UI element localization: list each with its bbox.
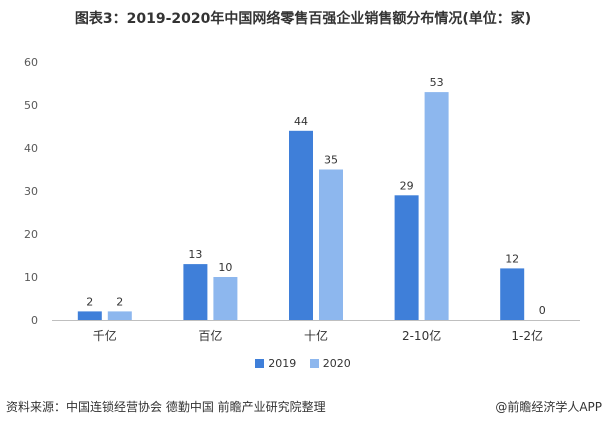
chart-title: 图表3：2019-2020年中国网络零售百强企业销售额分布情况(单位：家) — [74, 11, 532, 27]
bar-2020-2 — [319, 169, 343, 320]
legend-item-2020: 2020 — [309, 357, 351, 370]
y-tick-label: 60 — [24, 56, 38, 69]
legend: 2019 2020 — [0, 357, 606, 371]
x-tick-label: 2-10亿 — [402, 328, 441, 343]
value-label-2019-2: 44 — [294, 115, 308, 128]
bar-2019-4 — [500, 268, 525, 320]
value-label-2020-0: 2 — [116, 295, 123, 308]
bar-2019-1 — [183, 264, 208, 320]
y-tick-label: 0 — [31, 314, 38, 327]
bar-2020-0 — [107, 311, 132, 320]
bar-2020-1 — [213, 277, 238, 320]
x-tick-label: 千亿 — [93, 328, 117, 343]
legend-label-2020: 2020 — [322, 357, 351, 370]
x-tick-label: 1-2亿 — [511, 328, 543, 343]
y-tick-label: 40 — [24, 142, 38, 155]
x-tick-label: 十亿 — [304, 328, 328, 343]
legend-label-2019: 2019 — [268, 357, 297, 370]
value-label-2020-2: 35 — [324, 154, 338, 167]
value-label-2020-4: 0 — [539, 304, 546, 317]
value-labels: 2 2 13 10 44 35 29 53 12 0 — [86, 76, 545, 317]
bar-2020-3 — [424, 92, 449, 320]
y-tick-label: 30 — [24, 185, 38, 198]
bars — [77, 92, 525, 320]
bar-2019-2 — [289, 130, 313, 320]
value-label-2019-0: 2 — [86, 295, 93, 308]
legend-item-2019: 2019 — [255, 357, 296, 370]
value-label-2020-1: 10 — [218, 261, 232, 274]
y-tick-label: 20 — [24, 228, 38, 241]
legend-swatch-2020 — [309, 359, 319, 368]
value-label-2019-4: 12 — [505, 252, 519, 265]
x-axis-ticks: 千亿 百亿 十亿 2-10亿 1-2亿 — [93, 328, 543, 343]
x-tick-label: 百亿 — [198, 328, 222, 343]
bar-2019-0 — [77, 311, 102, 320]
credit-note: @前瞻经济学人APP — [495, 400, 602, 414]
y-axis-ticks: 0 10 20 30 40 50 60 — [24, 56, 38, 327]
y-tick-label: 50 — [24, 99, 38, 112]
value-label-2019-3: 29 — [400, 179, 414, 192]
y-tick-label: 10 — [24, 271, 38, 284]
value-label-2020-3: 53 — [430, 76, 444, 89]
legend-swatch-2019 — [255, 359, 265, 368]
source-note: 资料来源：中国连锁经营协会 德勤中国 前瞻产业研究院整理 — [6, 400, 326, 414]
bar-2019-3 — [394, 195, 419, 320]
value-label-2019-1: 13 — [188, 248, 202, 261]
